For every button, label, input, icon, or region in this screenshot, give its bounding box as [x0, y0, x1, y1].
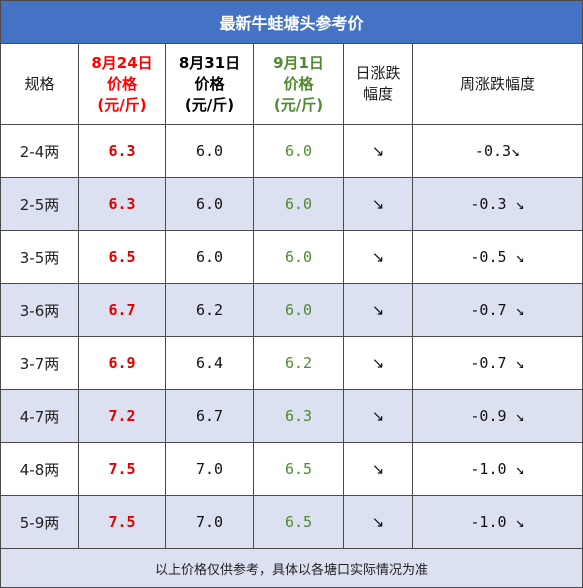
cell-weekly: -0.5 ↘ — [412, 230, 583, 284]
down-arrow-icon: ↘ — [343, 495, 413, 549]
cell-sep1: 6.0 — [253, 230, 344, 284]
cell-aug31: 7.0 — [165, 442, 254, 496]
header-sep1-price: 价格 — [283, 74, 314, 93]
header-sep1-date: 9月1日 — [273, 53, 324, 72]
cell-sep1: 6.0 — [253, 124, 344, 178]
down-arrow-icon: ↘ — [343, 177, 413, 231]
down-arrow-icon: ↘ — [343, 442, 413, 496]
cell-aug24: 6.9 — [78, 336, 166, 390]
header-aug31: 8月31日 价格 (元/斤) — [165, 43, 254, 125]
cell-aug24: 6.3 — [78, 124, 166, 178]
cell-aug24: 7.5 — [78, 442, 166, 496]
cell-aug31: 6.7 — [165, 389, 254, 443]
header-sep1: 9月1日 价格 (元/斤) — [253, 43, 344, 125]
header-aug24-unit: (元/斤) — [97, 95, 147, 114]
down-arrow-icon: ↘ — [343, 389, 413, 443]
down-arrow-icon: ↘ — [343, 124, 413, 178]
cell-spec: 4-8两 — [0, 442, 79, 496]
cell-aug31: 7.0 — [165, 495, 254, 549]
cell-aug24: 6.5 — [78, 230, 166, 284]
down-arrow-icon: ↘ — [343, 336, 413, 390]
cell-weekly: -1.0 ↘ — [412, 495, 583, 549]
down-arrow-icon: ↘ — [343, 283, 413, 337]
cell-spec: 3-6两 — [0, 283, 79, 337]
cell-sep1: 6.2 — [253, 336, 344, 390]
cell-spec: 2-5两 — [0, 177, 79, 231]
cell-sep1: 6.5 — [253, 495, 344, 549]
table-row: 5-9两 7.5 7.0 6.5 ↘ -1.0 ↘ — [0, 495, 583, 549]
table-row: 3-6两 6.7 6.2 6.0 ↘ -0.7 ↘ — [0, 283, 583, 337]
cell-weekly: -0.9 ↘ — [412, 389, 583, 443]
cell-weekly: -0.3 ↘ — [412, 177, 583, 231]
cell-sep1: 6.3 — [253, 389, 344, 443]
header-daily: 日涨跌 幅度 — [343, 43, 413, 125]
cell-aug24: 6.7 — [78, 283, 166, 337]
table-row: 4-8两 7.5 7.0 6.5 ↘ -1.0 ↘ — [0, 442, 583, 496]
cell-spec: 2-4两 — [0, 124, 79, 178]
table-row: 2-4两 6.3 6.0 6.0 ↘ -0.3↘ — [0, 124, 583, 178]
cell-aug31: 6.0 — [165, 124, 254, 178]
header-aug31-price: 价格 — [194, 74, 225, 93]
header-aug31-unit: (元/斤) — [184, 95, 235, 114]
cell-aug31: 6.0 — [165, 177, 254, 231]
header-daily-line2: 幅度 — [362, 85, 393, 103]
cell-sep1: 6.0 — [253, 177, 344, 231]
cell-weekly: -1.0 ↘ — [412, 442, 583, 496]
table-title: 最新牛蛙塘头参考价 — [0, 0, 583, 44]
header-sep1-unit: (元/斤) — [273, 95, 324, 114]
header-aug31-date: 8月31日 — [178, 53, 241, 72]
header-aug24-price: 价格 — [106, 74, 137, 93]
header-daily-line1: 日涨跌 — [355, 64, 401, 82]
down-arrow-icon: ↘ — [343, 230, 413, 284]
table-row: 2-5两 6.3 6.0 6.0 ↘ -0.3 ↘ — [0, 177, 583, 231]
header-aug24-date: 8月24日 — [91, 53, 153, 72]
cell-spec: 4-7两 — [0, 389, 79, 443]
cell-aug24: 7.2 — [78, 389, 166, 443]
table-row: 3-5两 6.5 6.0 6.0 ↘ -0.5 ↘ — [0, 230, 583, 284]
cell-sep1: 6.5 — [253, 442, 344, 496]
header-aug24: 8月24日 价格 (元/斤) — [78, 43, 166, 125]
cell-aug24: 7.5 — [78, 495, 166, 549]
cell-sep1: 6.0 — [253, 283, 344, 337]
cell-spec: 3-5两 — [0, 230, 79, 284]
cell-weekly: -0.3↘ — [412, 124, 583, 178]
cell-aug24: 6.3 — [78, 177, 166, 231]
table-footer-note: 以上价格仅供参考，具体以各塘口实际情况为准 — [0, 548, 583, 588]
header-weekly: 周涨跌幅度 — [412, 43, 583, 125]
cell-weekly: -0.7 ↘ — [412, 336, 583, 390]
cell-spec: 3-7两 — [0, 336, 79, 390]
cell-weekly: -0.7 ↘ — [412, 283, 583, 337]
cell-spec: 5-9两 — [0, 495, 79, 549]
cell-aug31: 6.4 — [165, 336, 254, 390]
cell-aug31: 6.2 — [165, 283, 254, 337]
table-row: 3-7两 6.9 6.4 6.2 ↘ -0.7 ↘ — [0, 336, 583, 390]
header-spec: 规格 — [0, 43, 79, 125]
table-row: 4-7两 7.2 6.7 6.3 ↘ -0.9 ↘ — [0, 389, 583, 443]
cell-aug31: 6.0 — [165, 230, 254, 284]
